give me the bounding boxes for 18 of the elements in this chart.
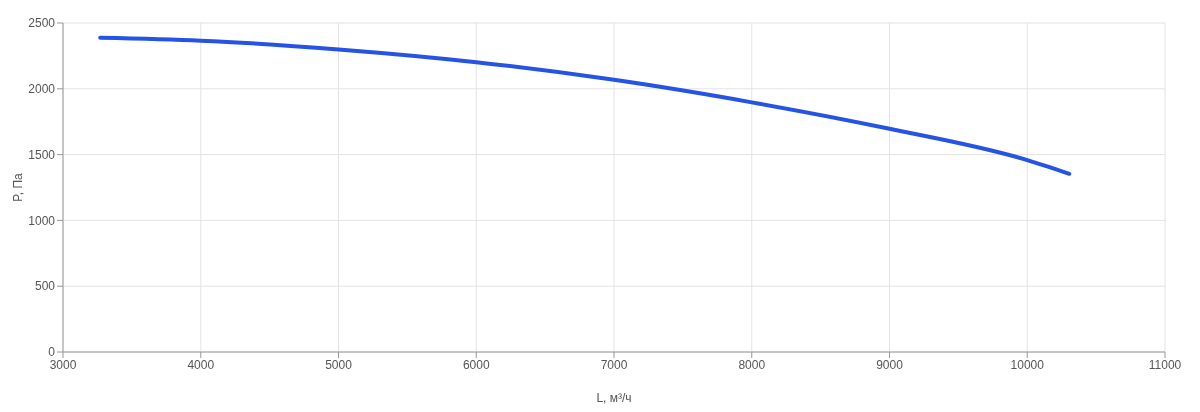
x-tick-label: 10000: [1010, 357, 1045, 372]
y-tick-label: 1000: [28, 213, 56, 228]
x-tick-label: 6000: [462, 357, 490, 372]
y-axis-title: P, Па: [11, 172, 26, 202]
x-tick-label: 4000: [187, 357, 215, 372]
x-tick-label: 7000: [600, 357, 628, 372]
y-tick-label: 2500: [28, 16, 56, 31]
line-series: [98, 35, 1072, 176]
y-tick-label: 2000: [28, 82, 56, 97]
x-axis-title: L, м³/ч: [596, 391, 632, 405]
x-tick-label: 5000: [325, 357, 353, 372]
y-tick-label: 0: [48, 345, 56, 360]
x-tick-label: 8000: [738, 357, 766, 372]
x-tick-label: 9000: [876, 357, 904, 372]
x-tick-label: 3000: [49, 357, 77, 372]
y-tick-label: 500: [34, 279, 56, 294]
y-tick-label: 1500: [28, 147, 56, 162]
x-tick-label: 11000: [1148, 357, 1182, 372]
